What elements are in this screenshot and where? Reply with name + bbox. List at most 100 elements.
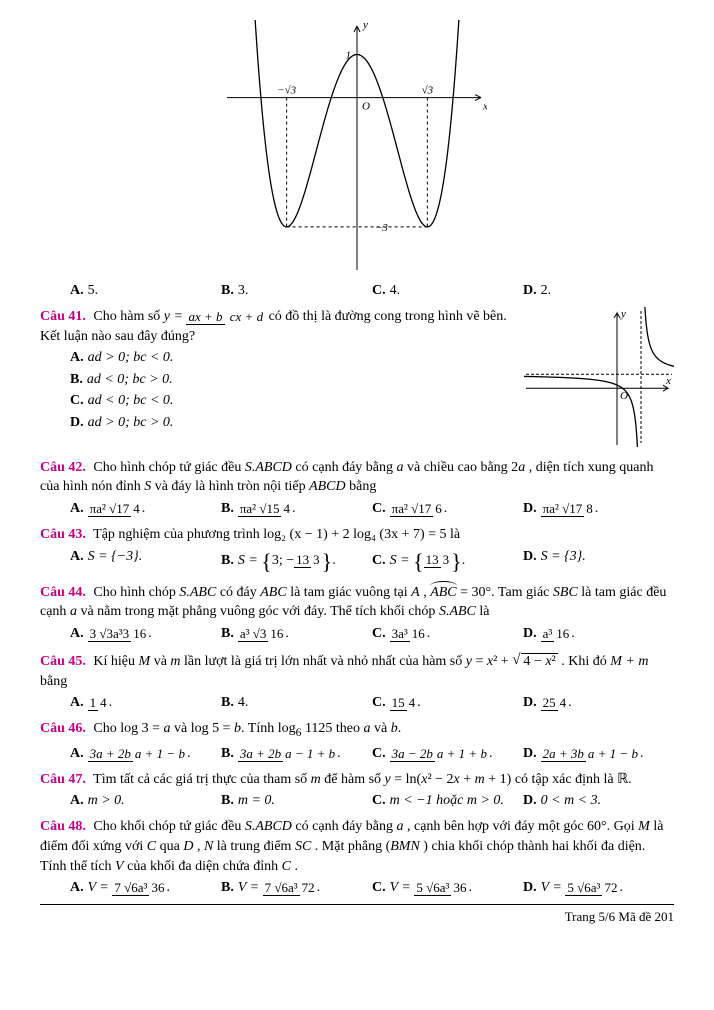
q44Cden: 16	[410, 626, 427, 641]
q44arc: ABC	[430, 585, 456, 600]
q41-d: ad > 0; bc > 0.	[88, 415, 174, 430]
q44Bnum: a³ √3	[238, 626, 269, 642]
q42-S: S	[144, 479, 151, 494]
q48Bp: V =	[238, 880, 263, 895]
q45: Câu 45. Kí hiệu M và m lần lượt là giá t…	[40, 650, 674, 691]
q45An: 1	[88, 695, 99, 711]
q47t3: có tập xác định là ℝ.	[515, 772, 632, 787]
q42D-den: 8	[584, 501, 595, 516]
q48t11: .	[295, 859, 299, 874]
q42-t5: và đáy là hình tròn nội tiếp	[155, 479, 309, 494]
q46: Câu 46. Cho log 3 = a và log 5 = b. Tính…	[40, 719, 674, 741]
q46Bn: 3a + 2b	[240, 746, 281, 761]
svg-text:1: 1	[346, 49, 352, 61]
q45-options: A.14. B.4. C.154. D.254.	[70, 695, 674, 711]
q43Bsuf: .	[332, 553, 336, 568]
q48C: C	[147, 839, 156, 854]
q47-label: Câu 47.	[40, 772, 86, 787]
q48-label: Câu 48.	[40, 819, 86, 834]
q45M: M	[139, 654, 151, 669]
q44t8: là	[479, 604, 489, 619]
q42-s: S.ABCD	[245, 460, 292, 475]
q45m: m	[170, 654, 180, 669]
q47D: 0 < m < 3.	[541, 793, 602, 808]
q42-options: A.πa² √174. B.πa² √154. C.πa² √176. D.πa…	[70, 501, 674, 517]
q44sbc: SBC	[553, 585, 578, 600]
q48Bd: 72	[300, 880, 317, 895]
q44a: a	[70, 604, 77, 619]
q44s: S.ABC	[179, 585, 216, 600]
q44A: A	[411, 585, 420, 600]
q40-c: 4.	[390, 283, 401, 298]
svg-text:√3: √3	[422, 85, 434, 97]
q46-options: A.3a + 2ba + 1 − b. B.3a + 2ba − 1 + b. …	[70, 746, 674, 762]
q42B-num: πa² √15	[238, 501, 282, 517]
q48t3: , cạnh bên hợp với đáy một góc 60°. Gọi	[407, 819, 638, 834]
q48Ap: V =	[88, 880, 113, 895]
q42-a: a	[397, 460, 404, 475]
q48Dp: V =	[541, 880, 566, 895]
q40-b: 3.	[238, 283, 249, 298]
q45Ad: 4	[98, 695, 109, 710]
q47B: m = 0.	[238, 793, 275, 808]
q46Bd: a − 1 + b	[285, 746, 335, 761]
q47A: m > 0.	[88, 793, 125, 808]
svg-text:−3: −3	[375, 222, 388, 234]
q43-label: Câu 43.	[40, 527, 86, 542]
q42: Câu 42. Cho hình chóp tứ giác đều S.ABCD…	[40, 458, 674, 497]
q42-a2: a	[518, 460, 525, 475]
svg-text:−√3: −√3	[277, 85, 296, 97]
q48M: M	[638, 819, 650, 834]
q41-frac: ax + b cx + d	[186, 308, 265, 326]
q44Cnum: 3a³	[390, 626, 410, 642]
q48Dn: 5 √6a³	[565, 880, 602, 896]
q43Bnum: 13	[294, 552, 311, 568]
q48N: N	[204, 839, 213, 854]
q48V: V	[115, 859, 124, 874]
q48Cn: 5 √6a³	[414, 880, 451, 896]
svg-text:y: y	[362, 20, 368, 31]
q48C2: C	[282, 859, 291, 874]
q45Cd: 4	[407, 695, 418, 710]
q44abc: ABC	[260, 585, 286, 600]
q45t3: lần lượt là giá trị lớn nhất và nhỏ nhất…	[184, 654, 466, 669]
q48t10: của khối đa diện chứa đỉnh	[127, 859, 282, 874]
q43-a: S = {−3}.	[88, 549, 143, 564]
page-footer: Trang 5/6 Mã đề 201	[40, 904, 674, 925]
q43: Câu 43. Tập nghiệm của phương trình log₂…	[40, 525, 674, 545]
q44Dnum: a³	[541, 626, 555, 642]
q43Cnum: 13	[424, 552, 441, 568]
q46-text: Cho log 3 = a và log 5 = b. Tính log6 11…	[93, 721, 401, 736]
q43Bden: 3	[311, 552, 322, 567]
q42B-den: 4	[281, 501, 292, 516]
q46Cd: a + 1 + b	[437, 746, 487, 761]
q42C-suf: .	[444, 501, 448, 516]
q48t7: là trung điểm	[217, 839, 295, 854]
q42D-suf: .	[595, 501, 599, 516]
q41-num: ax + b	[188, 309, 222, 324]
q42A-den: 4	[131, 501, 142, 516]
q48t6: ,	[197, 839, 204, 854]
q42C-den: 6	[433, 501, 444, 516]
q47: Câu 47. Tìm tất cả các giá trị thực của …	[40, 770, 674, 790]
q44-options: A.3 √3a³316. B.a³ √316. C.3a³16. D.a³16.	[70, 626, 674, 642]
q48An: 7 √6a³	[112, 880, 149, 896]
q45-label: Câu 45.	[40, 654, 86, 669]
q44s2: S.ABC	[439, 604, 476, 619]
q41: yxO Câu 41. Cho hàm số y = ax + b cx + d…	[40, 307, 674, 454]
q41-a: ad > 0; bc < 0.	[88, 350, 174, 365]
q46An: 3a + 2b	[90, 746, 131, 761]
q43-text: Tập nghiệm của phương trình log₂ (x − 1)…	[93, 527, 460, 542]
q46Cn: 3a − 2b	[392, 746, 433, 761]
q43-options: A.S = {−3}. B.S = {3; −133}. C.S = {133}…	[70, 549, 674, 575]
q44Bden: 16	[268, 626, 285, 641]
q48t8: . Mặt phẳng (	[315, 839, 390, 854]
q43Bpre: S =	[238, 553, 261, 568]
q42D-num: πa² √17	[541, 501, 585, 517]
q42-t6: bằng	[349, 479, 376, 494]
q44t7: và nằm trong mặt phẳng vuông góc với đáy…	[80, 604, 439, 619]
q47-options: A.m > 0. B.m = 0. C.m < −1 hoặc m > 0. D…	[70, 793, 674, 809]
q40-graph: yxO−√3√31−3	[40, 20, 674, 275]
svg-text:y: y	[620, 308, 626, 320]
q40-a: 5.	[88, 283, 99, 298]
